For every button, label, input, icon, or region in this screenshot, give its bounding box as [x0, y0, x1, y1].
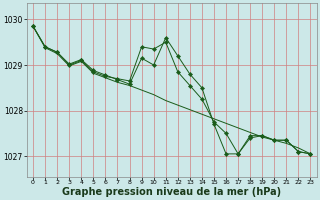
X-axis label: Graphe pression niveau de la mer (hPa): Graphe pression niveau de la mer (hPa): [62, 187, 281, 197]
